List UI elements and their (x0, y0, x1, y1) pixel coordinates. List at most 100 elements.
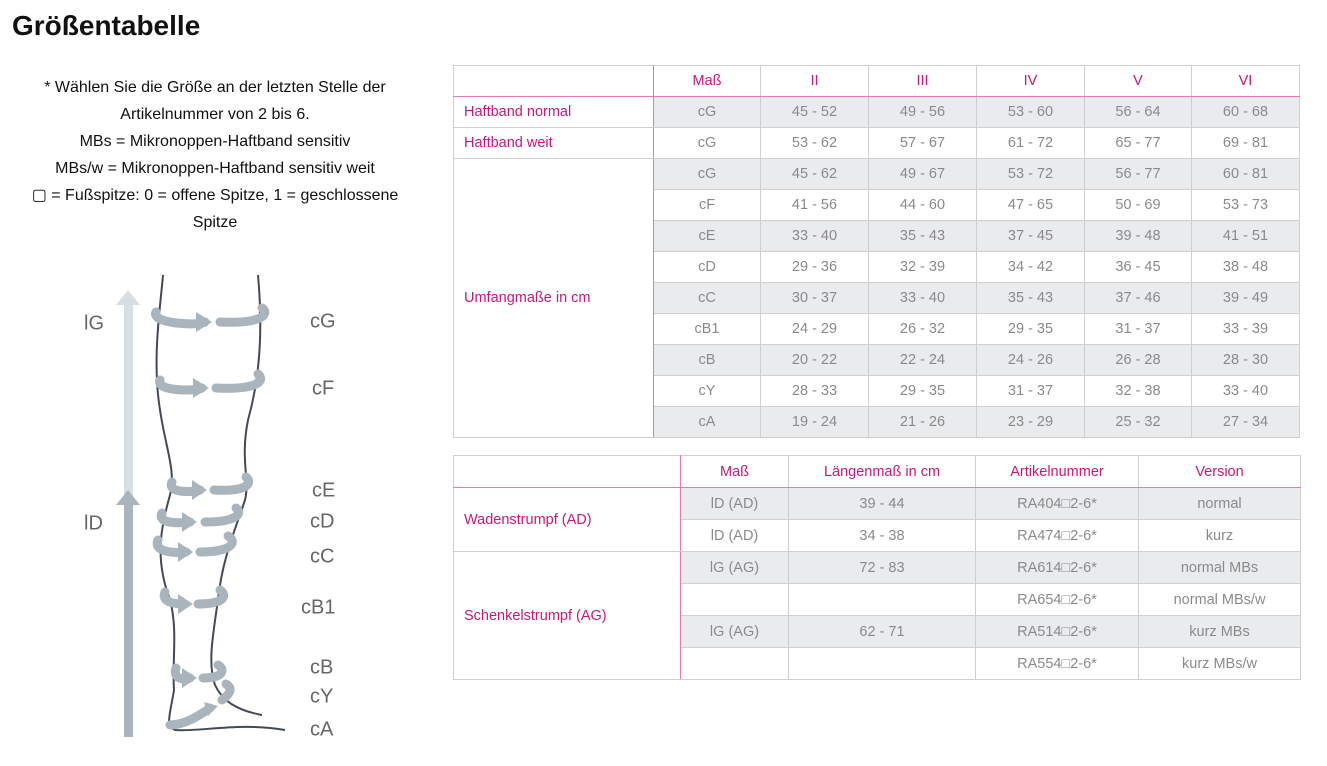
cell: 41 - 56 (760, 189, 869, 221)
header-cell: Artikelnummer (975, 455, 1139, 488)
cell: 31 - 37 (1084, 313, 1192, 345)
row-label: Schenkelstrumpf (AG) (453, 551, 681, 680)
cell: 29 - 36 (760, 251, 869, 283)
cell: 65 - 77 (1084, 127, 1192, 159)
cell: 34 - 38 (788, 519, 976, 552)
cell: cC (653, 282, 761, 314)
cell: lG (AG) (680, 551, 789, 584)
cell: 28 - 30 (1191, 344, 1300, 376)
circumference-label: cY (310, 685, 333, 707)
cell: kurz MBs/w (1138, 647, 1301, 680)
circumference-label: cB (310, 656, 333, 678)
cell: 23 - 29 (976, 406, 1085, 438)
header-cell: Maß (680, 455, 789, 488)
cell: normal MBs (1138, 551, 1301, 584)
row: cA 19 - 24 21 - 26 23 - 29 25 - 32 27 - 34 (454, 406, 1300, 438)
header-cell (453, 65, 654, 97)
cell: RA614□2-6* (975, 551, 1139, 584)
cell: kurz (1138, 519, 1301, 552)
cell: RA554□2-6* (975, 647, 1139, 680)
cell: 39 - 49 (1191, 282, 1300, 314)
cell: cE (653, 220, 761, 252)
cell: 60 - 81 (1191, 158, 1300, 190)
cell: 20 - 22 (760, 344, 869, 376)
cell: 29 - 35 (976, 313, 1085, 345)
note-line: * Wählen Sie die Größe an der letzten St… (44, 79, 386, 96)
cell: 49 - 67 (868, 158, 977, 190)
note-line: MBs = Mikronoppen-Haftband sensitiv (79, 133, 351, 150)
circumference-label: cF (312, 377, 334, 399)
row: Haftband weit cG 53 - 62 57 - 67 61 - 72 65 -… (453, 127, 1300, 159)
cell (788, 583, 976, 616)
length-label: lD (84, 512, 103, 534)
note-line: ▢ = Fußspitze: 0 = offene Spitze, 1 = ge… (31, 187, 399, 204)
cell: 26 - 28 (1084, 344, 1192, 376)
cell: lD (AD) (680, 519, 789, 552)
cell: 37 - 45 (976, 220, 1085, 252)
cell: 33 - 40 (760, 220, 869, 252)
cell: 26 - 32 (868, 313, 977, 345)
row: lD (AD) 34 - 38 RA474□2-6* kurz (454, 519, 1301, 552)
row-label: Haftband normal (453, 96, 654, 128)
row: RA654□2-6* normal MBs/w (454, 583, 1301, 616)
cell: 62 - 71 (788, 615, 976, 648)
cell: 31 - 37 (976, 375, 1085, 407)
cell: 24 - 26 (976, 344, 1085, 376)
cell: RA514□2-6* (975, 615, 1139, 648)
cell: 21 - 26 (868, 406, 977, 438)
cell: 34 - 42 (976, 251, 1085, 283)
cell: 61 - 72 (976, 127, 1085, 159)
cell (788, 647, 976, 680)
cell: 19 - 24 (760, 406, 869, 438)
cell: lG (AG) (680, 615, 789, 648)
row: Haftband normal cG 45 - 52 49 - 56 53 - 60 56… (453, 96, 1300, 128)
cell: 38 - 48 (1191, 251, 1300, 283)
row-label: Haftband weit (453, 127, 654, 159)
size-table: Maß II III IV V VI Haftband normal cG 45 - 52 49 … (453, 65, 1300, 438)
cell: 25 - 32 (1084, 406, 1192, 438)
cell: 53 - 60 (976, 96, 1085, 128)
cell: 56 - 64 (1084, 96, 1192, 128)
row: cC 30 - 37 33 - 40 35 - 43 37 - 46 39 - 49 (454, 282, 1300, 314)
row: RA554□2-6* kurz MBs/w (454, 647, 1301, 680)
cell: 41 - 51 (1191, 220, 1300, 252)
circumference-label: cD (310, 510, 334, 532)
cell: 53 - 62 (760, 127, 869, 159)
cell: 56 - 77 (1084, 158, 1192, 190)
row: Schenkelstrumpf (AG) lG (AG) 72 - 83 RA614□… (453, 551, 1301, 680)
cell: 44 - 60 (868, 189, 977, 221)
cell: cF (653, 189, 761, 221)
header-row: Maß Längenmaß in cm Artikelnummer Version (453, 455, 1301, 488)
cell: normal (1138, 487, 1301, 520)
circumference-label: cE (312, 479, 335, 501)
cell: cY (653, 375, 761, 407)
header-cell: Version (1138, 455, 1301, 488)
cell: 49 - 56 (868, 96, 977, 128)
row: cB 20 - 22 22 - 24 24 - 26 26 - 28 28 - 30 (454, 344, 1300, 376)
cell: 45 - 62 (760, 158, 869, 190)
header-cell: V (1084, 65, 1192, 97)
cell: 57 - 67 (868, 127, 977, 159)
cell: 24 - 29 (760, 313, 869, 345)
cell: cG (653, 96, 761, 128)
cell: 39 - 44 (788, 487, 976, 520)
cell: 60 - 68 (1191, 96, 1300, 128)
cell: cB1 (653, 313, 761, 345)
note-line: Spitze (192, 214, 238, 231)
title: Größentabelle (12, 10, 201, 41)
cell: 45 - 52 (760, 96, 869, 128)
cell: 47 - 65 (976, 189, 1085, 221)
cell: 33 - 40 (868, 282, 977, 314)
cell: 35 - 43 (868, 220, 977, 252)
cell: cD (653, 251, 761, 283)
note-line: Artikelnummer von 2 bis 6. (120, 106, 310, 123)
circumference-label: cB1 (301, 596, 335, 618)
cell: 50 - 69 (1084, 189, 1192, 221)
cell: cG (653, 127, 761, 159)
cell: 39 - 48 (1084, 220, 1192, 252)
cell: RA404□2-6* (975, 487, 1139, 520)
cell: cB (653, 344, 761, 376)
row: cY 28 - 33 29 - 35 31 - 37 32 - 38 33 - 40 (454, 375, 1300, 407)
cell: 33 - 40 (1191, 375, 1300, 407)
article-table: Maß Längenmaß in cm Artikelnummer Version Wa… (453, 455, 1301, 680)
